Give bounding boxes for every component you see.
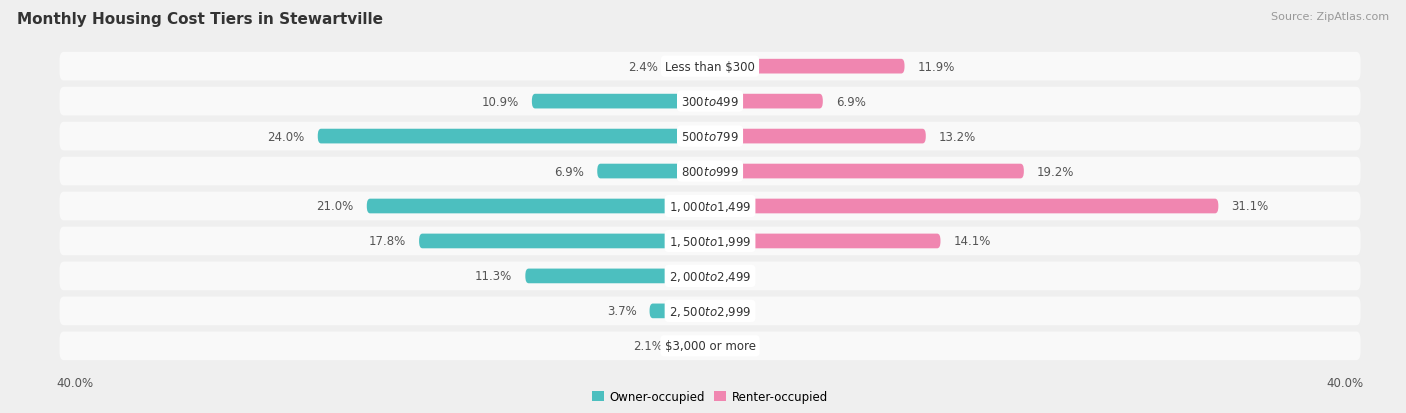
FancyBboxPatch shape (531, 95, 710, 109)
FancyBboxPatch shape (710, 199, 1219, 214)
FancyBboxPatch shape (59, 227, 1361, 256)
FancyBboxPatch shape (59, 262, 1361, 291)
Text: Source: ZipAtlas.com: Source: ZipAtlas.com (1271, 12, 1389, 22)
Text: 19.2%: 19.2% (1038, 165, 1074, 178)
FancyBboxPatch shape (318, 129, 710, 144)
FancyBboxPatch shape (59, 192, 1361, 221)
FancyBboxPatch shape (650, 304, 710, 318)
Text: 31.1%: 31.1% (1232, 200, 1268, 213)
Text: $1,500 to $1,999: $1,500 to $1,999 (669, 235, 751, 248)
Text: 2.4%: 2.4% (628, 61, 658, 74)
FancyBboxPatch shape (598, 164, 710, 179)
Text: $3,000 or more: $3,000 or more (665, 339, 755, 352)
Text: $500 to $799: $500 to $799 (681, 130, 740, 143)
Text: 6.9%: 6.9% (837, 95, 866, 108)
Text: 6.9%: 6.9% (554, 165, 583, 178)
Text: 14.1%: 14.1% (953, 235, 991, 248)
FancyBboxPatch shape (671, 59, 710, 74)
FancyBboxPatch shape (59, 332, 1361, 360)
Text: $2,000 to $2,499: $2,000 to $2,499 (669, 269, 751, 283)
FancyBboxPatch shape (59, 157, 1361, 186)
Text: $300 to $499: $300 to $499 (681, 95, 740, 108)
Text: 17.8%: 17.8% (368, 235, 406, 248)
FancyBboxPatch shape (710, 164, 1024, 179)
Text: 11.3%: 11.3% (475, 270, 512, 283)
Text: Monthly Housing Cost Tiers in Stewartville: Monthly Housing Cost Tiers in Stewartvil… (17, 12, 382, 27)
FancyBboxPatch shape (59, 88, 1361, 116)
Text: 21.0%: 21.0% (316, 200, 354, 213)
Legend: Owner-occupied, Renter-occupied: Owner-occupied, Renter-occupied (586, 385, 834, 408)
FancyBboxPatch shape (676, 339, 710, 354)
FancyBboxPatch shape (526, 269, 710, 284)
Text: 11.9%: 11.9% (918, 61, 955, 74)
Text: 2.1%: 2.1% (633, 339, 662, 352)
Text: 40.0%: 40.0% (1327, 376, 1364, 389)
Text: Less than $300: Less than $300 (665, 61, 755, 74)
Text: 40.0%: 40.0% (56, 376, 93, 389)
Text: 3.7%: 3.7% (607, 305, 637, 318)
Text: 0.0%: 0.0% (723, 339, 752, 352)
FancyBboxPatch shape (367, 199, 710, 214)
FancyBboxPatch shape (59, 122, 1361, 151)
FancyBboxPatch shape (710, 234, 941, 249)
Text: 0.0%: 0.0% (723, 270, 752, 283)
Text: $1,000 to $1,499: $1,000 to $1,499 (669, 199, 751, 214)
Text: 0.0%: 0.0% (723, 305, 752, 318)
FancyBboxPatch shape (710, 59, 904, 74)
FancyBboxPatch shape (710, 129, 925, 144)
Text: $800 to $999: $800 to $999 (681, 165, 740, 178)
FancyBboxPatch shape (710, 95, 823, 109)
Text: $2,500 to $2,999: $2,500 to $2,999 (669, 304, 751, 318)
Text: 13.2%: 13.2% (939, 130, 976, 143)
Text: 24.0%: 24.0% (267, 130, 305, 143)
FancyBboxPatch shape (419, 234, 710, 249)
Text: 10.9%: 10.9% (481, 95, 519, 108)
FancyBboxPatch shape (59, 53, 1361, 81)
FancyBboxPatch shape (59, 297, 1361, 325)
